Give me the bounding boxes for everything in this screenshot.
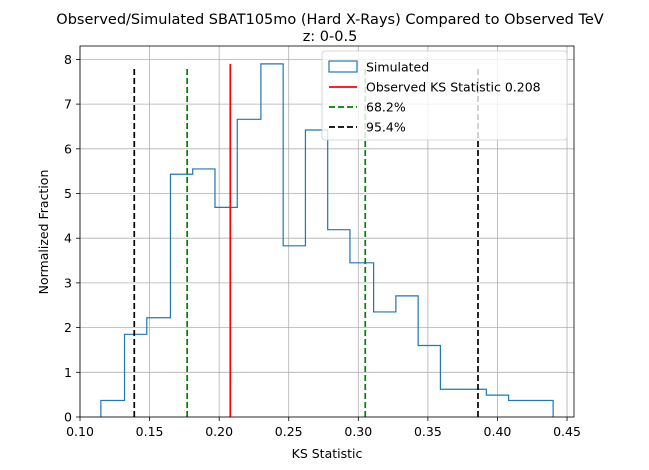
histogram-bin [283, 246, 305, 417]
legend: Simulated Observed KS Statistic 0.208 68.2… [321, 50, 568, 141]
histogram-bin [531, 400, 553, 417]
chart-subtitle: z: 0-0.5 [303, 29, 358, 45]
histogram-bin [170, 174, 192, 417]
plot-frame [79, 45, 575, 418]
x-tick-label: 0.40 [484, 424, 512, 439]
x-axis-label: KS Statistic [292, 446, 363, 461]
histogram-bin [101, 400, 125, 417]
histogram-bin [147, 318, 171, 417]
y-axis-ticks: 0 1 2 3 4 5 6 7 8 [64, 52, 80, 425]
x-tick-label: 0.30 [344, 424, 372, 439]
histogram-bin [463, 389, 487, 417]
y-tick-label: 5 [64, 186, 72, 201]
x-tick-label: 0.25 [275, 424, 303, 439]
x-tick-label: 0.15 [136, 424, 164, 439]
y-tick-label: 3 [64, 275, 72, 290]
y-tick-label: 7 [64, 97, 72, 112]
legend-label: 95.4% [366, 120, 406, 135]
x-tick-label: 0.45 [553, 424, 581, 439]
histogram-step-outline [100, 63, 554, 417]
y-tick-label: 4 [64, 231, 72, 246]
histogram-bin [350, 263, 374, 417]
histogram-bin [305, 130, 327, 417]
y-axis-label: Normalized Fraction [36, 170, 51, 295]
histogram-bin [193, 169, 215, 417]
legend-box [321, 50, 568, 141]
y-tick-label: 6 [64, 141, 72, 156]
x-tick-label: 0.35 [414, 424, 442, 439]
x-tick-label: 0.20 [205, 424, 233, 439]
y-tick-label: 2 [64, 320, 72, 335]
chart-title: Observed/Simulated SBAT105mo (Hard X-Ray… [56, 12, 603, 28]
histogram-bin [418, 345, 440, 417]
y-tick-label: 0 [64, 410, 72, 425]
legend-label: Simulated [366, 60, 429, 75]
y-tick-label: 8 [64, 52, 72, 67]
histogram-bars [100, 63, 554, 417]
histogram-bin [328, 230, 350, 417]
x-tick-label: 0.10 [66, 424, 94, 439]
histogram-bin [374, 312, 396, 417]
histogram-bin [261, 64, 283, 417]
legend-label: Observed KS Statistic 0.208 [366, 80, 541, 95]
y-tick-label: 1 [64, 365, 72, 380]
legend-label: 68.2% [366, 100, 406, 115]
histogram-bin [509, 400, 531, 417]
histogram-bin [396, 296, 418, 417]
histogram-bin [215, 207, 237, 417]
histogram-bin [440, 389, 462, 417]
histogram-bin [486, 395, 508, 417]
histogram-bin [125, 334, 147, 417]
legend-patch [328, 60, 358, 73]
histogram-bin [237, 119, 261, 417]
x-axis-ticks: 0.10 0.15 0.20 0.25 0.30 0.35 0.40 0.45 [66, 417, 581, 439]
